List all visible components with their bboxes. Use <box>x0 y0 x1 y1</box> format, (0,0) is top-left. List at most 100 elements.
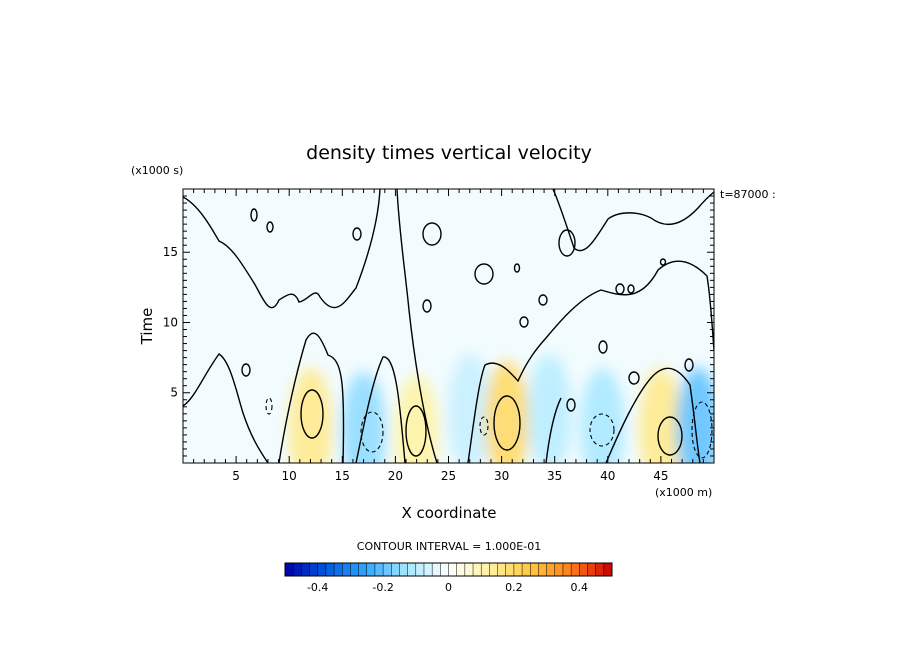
x-axis-label: X coordinate <box>401 504 496 522</box>
colorbar-swatch <box>456 563 466 576</box>
colorbar-swatch <box>587 563 596 576</box>
contour-line <box>589 413 615 447</box>
colorbar-swatch <box>374 563 384 576</box>
contour-line <box>278 332 345 463</box>
contour-line <box>422 222 442 246</box>
contour-line <box>396 189 438 463</box>
contour-line <box>513 263 521 273</box>
contour-line <box>558 229 576 257</box>
colorbar-swatch <box>522 563 531 576</box>
x-tick-labels: 5 10 15 20 25 30 35 40 45 <box>232 469 668 483</box>
contour-line <box>657 416 683 456</box>
contour-line <box>241 363 251 377</box>
colorbar-tick-label: 0.2 <box>505 581 523 594</box>
contour-line <box>467 260 714 463</box>
contour-line <box>352 227 362 241</box>
colorbar-swatch <box>513 563 523 576</box>
contour-line <box>474 263 494 285</box>
positive-anomaly <box>638 367 683 463</box>
contour-line <box>684 358 694 372</box>
y-tick-label: 5 <box>170 386 178 400</box>
contour-line <box>628 371 640 385</box>
colorbar-swatch <box>423 563 433 576</box>
colorbar-swatch <box>317 563 327 576</box>
contour-line <box>598 340 608 354</box>
colorbar-swatch <box>464 563 474 576</box>
colorbar-swatch <box>415 563 425 576</box>
y-tick-labels: 5 10 15 <box>163 245 178 400</box>
colorbar-swatch <box>358 563 368 576</box>
colorbar-tick-label: -0.2 <box>372 581 393 594</box>
contour-line <box>605 367 701 463</box>
colorbar <box>284 562 613 577</box>
axis-ticks <box>183 189 714 463</box>
contour-line <box>538 294 548 306</box>
x-tick-label: 5 <box>232 469 240 483</box>
colorbar-swatch <box>383 563 392 576</box>
y-axis-label: Time <box>138 308 156 346</box>
x-tick-label: 40 <box>600 469 615 483</box>
chart-title: density times vertical velocity <box>306 142 592 164</box>
contour-line <box>183 189 381 309</box>
colorbar-swatch <box>497 563 507 576</box>
contour-line <box>552 189 714 252</box>
contour-line <box>519 316 529 328</box>
colorbar-swatch <box>391 563 400 576</box>
contour-interval-label: CONTOUR INTERVAL = 1.000E-01 <box>357 540 541 553</box>
colorbar-swatch <box>293 563 302 576</box>
contour-line <box>493 395 521 451</box>
positive-anomaly <box>394 374 439 463</box>
contour-line <box>250 208 258 222</box>
time-stamp: t=87000 : <box>720 188 776 201</box>
colorbar-tick-labels: -0.4 -0.2 0 0.2 0.4 <box>307 581 588 594</box>
contour-line <box>265 397 273 415</box>
colorbar-swatch <box>595 563 605 576</box>
contour-line <box>627 284 635 294</box>
colorbar-swatch <box>334 563 343 576</box>
contour-line <box>183 353 269 463</box>
colorbar-tick-label: 0.4 <box>571 581 589 594</box>
colorbar-swatch <box>546 563 556 576</box>
colorbar-swatch <box>350 563 359 576</box>
colorbar-swatch <box>399 563 408 576</box>
colorbar-swatch <box>309 563 318 576</box>
contour-line <box>360 411 384 453</box>
colorbar-swatch <box>562 563 572 576</box>
colorbar-swatch <box>579 563 588 576</box>
colorbar-swatch <box>407 563 417 576</box>
contour-line <box>355 356 406 463</box>
colorbar-swatch <box>366 563 376 576</box>
x-tick-label: 30 <box>494 469 509 483</box>
negative-anomaly <box>527 353 572 463</box>
negative-anomaly <box>676 367 714 463</box>
colorbar-swatch <box>481 563 490 576</box>
positive-anomaly <box>288 367 333 463</box>
contour-line <box>615 283 625 295</box>
colorbar-swatch <box>285 563 294 576</box>
contour-line <box>422 299 432 313</box>
x-tick-label: 25 <box>441 469 456 483</box>
colorbar-swatch <box>489 563 498 576</box>
colorbar-swatch <box>538 563 547 576</box>
x-tick-label: 15 <box>335 469 350 483</box>
y-tick-label: 15 <box>163 245 178 259</box>
colorbar-swatch <box>603 563 613 576</box>
x-tick-label: 20 <box>388 469 403 483</box>
x-tick-label: 35 <box>547 469 562 483</box>
contour-lines <box>183 189 714 463</box>
colorbar-frame <box>284 562 613 577</box>
contour-line <box>659 258 667 266</box>
colorbar-swatch <box>448 563 457 576</box>
negative-anomaly <box>580 367 625 463</box>
x-tick-label: 10 <box>282 469 297 483</box>
colorbar-swatch <box>325 563 335 576</box>
colorbar-swatch <box>571 563 580 576</box>
colorbar-swatch <box>473 563 482 576</box>
contour-line <box>545 397 562 463</box>
negative-contours <box>265 397 713 459</box>
x-scale-label: (x1000 m) <box>655 486 712 499</box>
colorbar-swatch <box>301 563 310 576</box>
contour-line <box>691 401 713 459</box>
y-tick-label: 10 <box>163 315 178 329</box>
